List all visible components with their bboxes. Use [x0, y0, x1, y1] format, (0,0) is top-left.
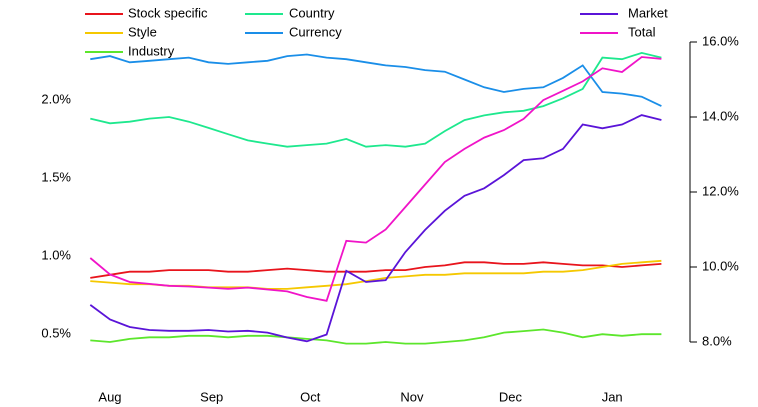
legend-label: Stock specific — [128, 5, 208, 20]
y-tick-label: 1.5% — [41, 169, 71, 184]
series-line — [89, 56, 662, 302]
x-tick-label: Nov — [400, 389, 424, 404]
legend-label: Country — [289, 5, 335, 20]
legend-label: Industry — [128, 43, 175, 58]
y2-tick-label: 10.0% — [702, 258, 739, 273]
series-line — [89, 114, 662, 343]
x-tick-label: Jan — [602, 389, 623, 404]
x-tick-label: Sep — [200, 389, 223, 404]
y2-tick-label: 12.0% — [702, 183, 739, 198]
x-tick-label: Oct — [300, 389, 321, 404]
series-line — [90, 261, 662, 279]
legend-label: Currency — [289, 24, 342, 39]
legend-label: Total — [628, 24, 656, 39]
series-line — [90, 51, 662, 148]
y-tick-label: 1.0% — [41, 248, 71, 263]
y-tick-label: 0.5% — [41, 326, 71, 341]
x-tick-label: Dec — [499, 389, 523, 404]
y2-tick-label: 14.0% — [702, 108, 739, 123]
legend-label: Style — [128, 24, 157, 39]
series-line — [90, 328, 662, 345]
y2-tick-label: 8.0% — [702, 333, 732, 348]
x-tick-label: Aug — [98, 389, 121, 404]
y-tick-label: 2.0% — [41, 91, 71, 106]
y2-tick-label: 16.0% — [702, 33, 739, 48]
legend-label: Market — [628, 5, 668, 20]
series-line — [90, 53, 662, 107]
